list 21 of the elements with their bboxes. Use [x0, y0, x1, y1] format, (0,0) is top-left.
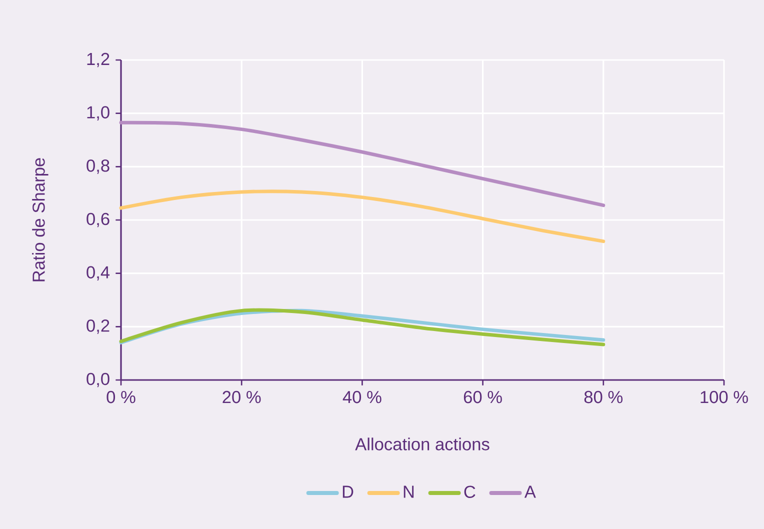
y-tick-label: 1,2 [87, 52, 110, 68]
x-tick-label: 60 % [464, 390, 502, 404]
legend-label: A [524, 486, 536, 498]
line-series [119, 190, 606, 244]
y-tick-label: 1,0 [87, 106, 110, 120]
x-axis-title: Allocation actions [355, 438, 490, 450]
x-tick-label: 20 % [222, 390, 261, 404]
x-tick-label: 80 % [584, 390, 623, 404]
x-tick-label: 0 % [106, 390, 136, 404]
y-tick-label: 0,0 [86, 372, 110, 388]
y-tick-label: 0,2 [86, 320, 110, 334]
legend-label: D [342, 486, 354, 498]
legend-label: N [404, 486, 414, 498]
x-tick-label: 40 % [342, 390, 382, 404]
x-tick-label: 100 % [700, 390, 748, 404]
line-series [119, 120, 606, 208]
y-tick-label: 0,4 [86, 266, 110, 280]
y-axis-title: Ratio de Sharpe [32, 158, 48, 282]
legend-label: C [464, 486, 476, 498]
y-tick-label: 0,6 [86, 212, 110, 228]
y-tick-label: 0,8 [86, 160, 110, 174]
